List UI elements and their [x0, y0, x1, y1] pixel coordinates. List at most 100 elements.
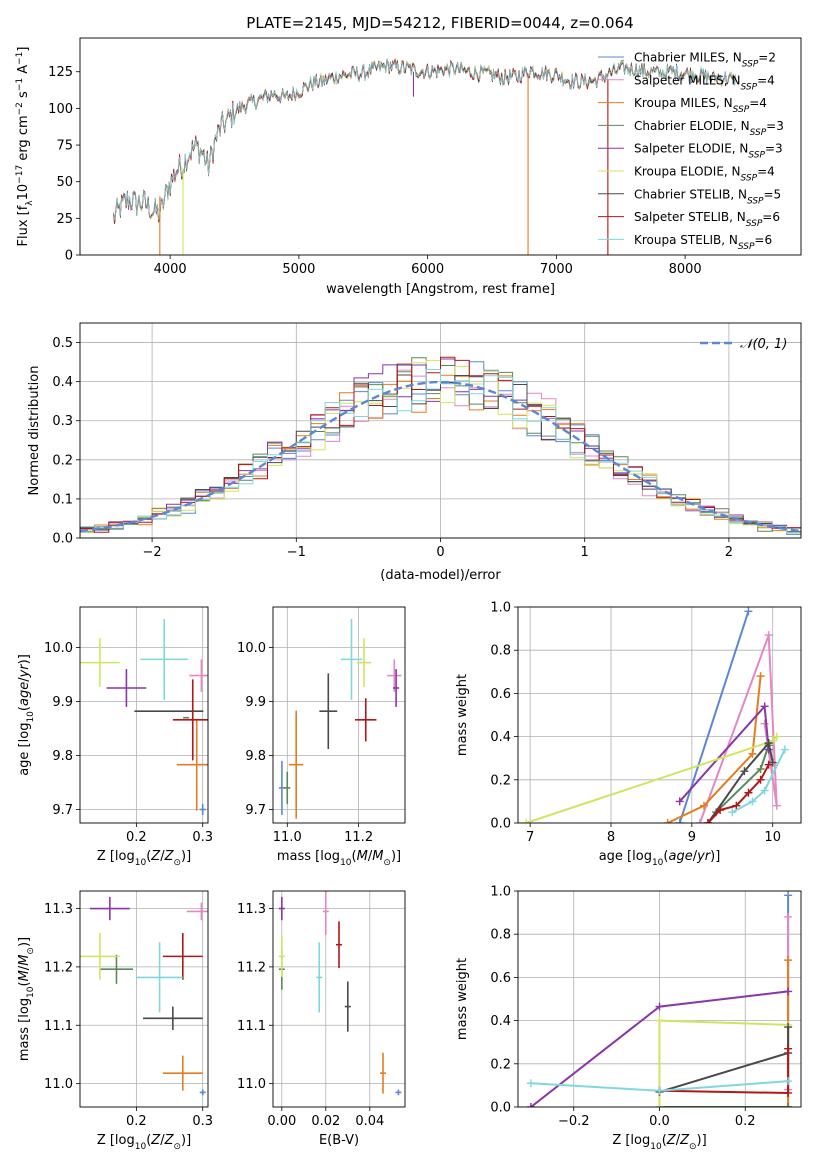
y-axis-label-part: s [16, 91, 31, 102]
tick-label-x: 0.02 [311, 1114, 340, 1129]
tick-label-y: 0.2 [490, 773, 511, 788]
x-axis-label: Z [log10(Z/Z⊙)] [97, 849, 191, 868]
x-axis-label-part: Z [164, 1133, 175, 1148]
legend-suffix: =4 [757, 165, 775, 179]
cumulative-marker [772, 801, 781, 810]
tick-label-x: 6000 [411, 262, 444, 277]
x-axis-label-part: E(B-V) [319, 1133, 359, 1148]
mass-vs-Z-axes: 0.2 0.3 11.0 11.1 11.2 11.3 [44, 891, 213, 1129]
cumulative-marker [756, 765, 765, 773]
x-axis-label-part: ( [146, 1133, 151, 1148]
x-axis-label-part: )] [391, 849, 401, 864]
x-axis-label-part: )] [181, 1133, 191, 1148]
legend-suffix: =4 [757, 73, 775, 87]
tick-label-y: 11.0 [237, 1077, 266, 1092]
x-axis-label-part: mass [log [277, 849, 340, 864]
tick-label-x: 0.04 [355, 1114, 384, 1129]
x-axis-label-part: Z [150, 849, 161, 864]
cumulative-marker [716, 806, 725, 815]
tick-label-y: 10.0 [237, 641, 266, 656]
y-axis-label: mass [log10(M/M⊙)] [17, 937, 36, 1061]
y-axis-label-part: ⊙ [26, 947, 36, 955]
y-axis-label: mass weight [455, 674, 470, 756]
x-axis-label-part: / [160, 1133, 165, 1148]
legend-sub: SSP [750, 128, 767, 138]
y-axis-label-part: M [17, 970, 32, 981]
spectrum-frame [79, 37, 802, 256]
age-vs-Z-axes: 0.2 0.3 9.7 9.8 9.9 10.0 [44, 607, 213, 845]
cumulative-marker [756, 775, 765, 784]
x-axis-label-part: / [693, 849, 698, 864]
x-axis-label: wavelength [Angstrom, rest frame] [326, 282, 555, 297]
cumulative-marker [740, 767, 749, 776]
cumulative-marker [728, 808, 737, 817]
mass-vs-Z-frame [79, 890, 209, 1108]
tick-label-x: 0.0 [649, 1114, 670, 1129]
cumulative-marker [784, 1044, 793, 1053]
tick-label-y: 0.0 [490, 817, 511, 832]
y-axis-label-part: / [17, 677, 32, 682]
tick-label-y: 0.8 [490, 644, 511, 659]
x-axis-label: mass [log10(M/M⊙)] [277, 849, 401, 868]
tick-label-y: 0.0 [490, 1101, 511, 1116]
cumulative-marker [699, 801, 708, 810]
x-axis-label-part: )] [181, 849, 191, 864]
y-axis-label-part: −17 [15, 165, 25, 184]
mass-vs-Z-errorbars [80, 896, 208, 1096]
tick-label-y: 11.3 [237, 902, 266, 917]
tick-label-x: 0.2 [126, 830, 147, 845]
tick-label-y: 100 [48, 102, 73, 117]
cumulative-marker [784, 891, 793, 900]
x-axis-label-part: 10 [652, 858, 664, 868]
y-axis-label: mass weight [455, 958, 470, 1040]
cumulative-marker [655, 1103, 664, 1107]
legend-sub: SSP [741, 174, 758, 184]
x-axis-label-part: 10 [650, 1142, 662, 1152]
legend-entry: Chabrier STELIB, NSSP=5 [634, 187, 781, 206]
legend-suffix: =4 [749, 96, 767, 110]
legend-text: Chabrier ELODIE, N [634, 119, 750, 133]
y-axis-label-part: −2 [15, 102, 25, 115]
x-axis-label-part: Z [666, 1133, 677, 1148]
tick-label-y: 0.6 [490, 687, 511, 702]
legend-text: Kroupa STELIB, N [634, 233, 738, 247]
tick-label-y: 0.0 [52, 532, 73, 547]
normal-reference-curve [80, 380, 801, 533]
legend-text: Salpeter STELIB, N [634, 210, 746, 224]
y-axis-label-part: ] [16, 47, 31, 52]
x-axis-label-part: / [676, 1133, 681, 1148]
y-axis-label-part: mass weight [455, 674, 470, 756]
legend-text: Chabrier STELIB, N [634, 187, 747, 201]
cumulative-marker [760, 786, 769, 795]
cumulative-marker [704, 819, 713, 823]
tick-label-x: 11.0 [273, 830, 302, 845]
tick-label-x: 7000 [540, 262, 573, 277]
tick-label-y: 9.9 [52, 695, 73, 710]
legend-entry: Chabrier MILES, NSSP=2 [634, 51, 776, 70]
x-axis-label-part: M [372, 849, 383, 864]
tick-label-y: 11.1 [44, 1019, 73, 1034]
legend-sub: SSP [748, 151, 765, 161]
y-axis-label-part: )] [17, 654, 32, 664]
age-vs-Z-errorbars [80, 618, 208, 815]
tick-label-y: 25 [56, 212, 73, 227]
tick-label-y: 11.0 [44, 1077, 73, 1092]
y-axis-label: age [log10(age/yr)] [17, 654, 36, 776]
cumulative-curve [731, 749, 786, 814]
tick-label-x: 0.00 [267, 1114, 296, 1129]
tick-label-y: 11.2 [44, 960, 73, 975]
y-axis-label-part: Normed distribution [27, 366, 42, 496]
legend-suffix: =5 [764, 187, 782, 201]
cumulative-marker [675, 797, 684, 806]
x-axis-label-part: ( [146, 849, 151, 864]
tick-label-y: 1.0 [490, 601, 511, 616]
tick-label-x: 0.3 [192, 830, 213, 845]
cumulative-marker [784, 987, 793, 996]
legend-entry: Kroupa STELIB, NSSP=6 [634, 233, 772, 252]
tick-label-y: 0.4 [490, 730, 511, 745]
legend-sub: SSP [747, 196, 764, 206]
tick-label-y: 0.5 [52, 336, 73, 351]
cumulative-marker [655, 1016, 664, 1025]
tick-label-y: 0.3 [52, 414, 73, 429]
